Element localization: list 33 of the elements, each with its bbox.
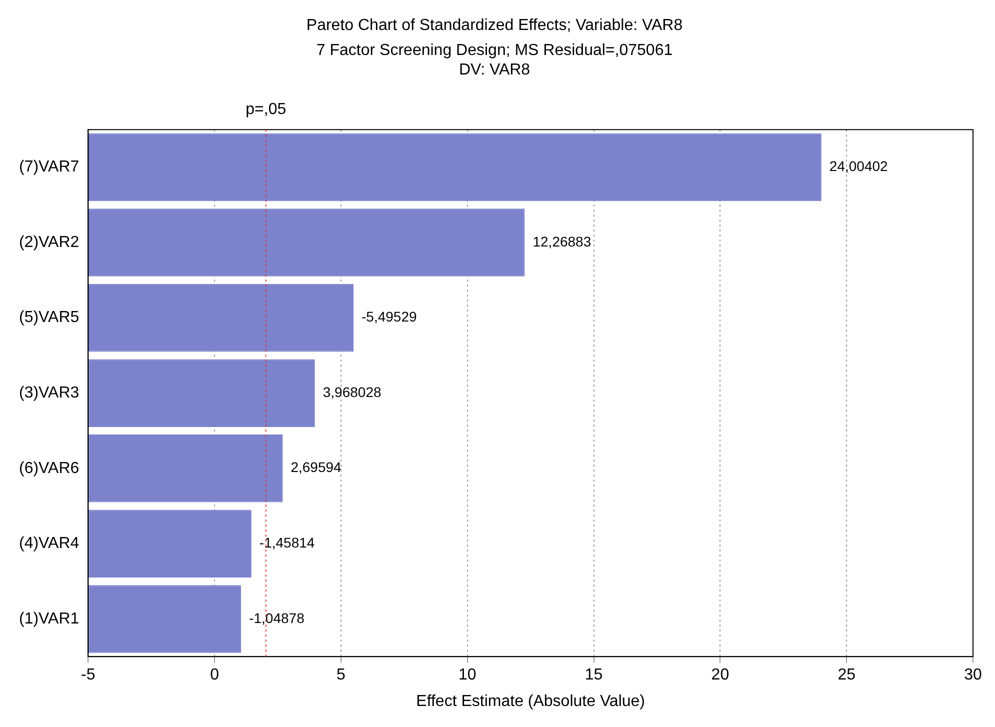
data-label: -1,04878 xyxy=(249,610,305,626)
data-label: 2,69594 xyxy=(290,459,342,476)
y-tick-label: (4)VAR4 xyxy=(18,535,80,552)
y-tick-label: (7)VAR7 xyxy=(18,158,80,176)
ref-line-label: p=,05 xyxy=(246,101,286,118)
data-label: 12,26883 xyxy=(532,233,592,250)
x-tick-label: 15 xyxy=(584,666,603,684)
x-tick-label: 5 xyxy=(336,666,346,684)
chart-subtitle: 7 Factor Screening Design; MS Residual=,075061 DV: VAR8 xyxy=(316,42,673,78)
x-tick-label: 10 xyxy=(458,666,476,684)
bar xyxy=(88,208,525,276)
bar xyxy=(88,585,242,653)
x-tick-label: 20 xyxy=(711,666,730,684)
y-tick-label: (2)VAR2 xyxy=(18,234,80,251)
y-tick-label: (5)VAR5 xyxy=(18,309,80,326)
chart-title: Pareto Chart of Standardized Effects; Variable: VAR8 xyxy=(306,17,683,34)
data-label: 3,968028 xyxy=(322,384,382,400)
bar xyxy=(88,133,822,202)
x-tick-label: -5 xyxy=(81,666,96,684)
bar xyxy=(88,510,252,578)
y-tick-label: (6)VAR6 xyxy=(18,460,80,477)
bar xyxy=(88,359,315,427)
data-label: -5,49529 xyxy=(361,308,417,325)
data-label: -1,45814 xyxy=(259,534,315,551)
x-tick-label: 0 xyxy=(210,666,220,684)
bar xyxy=(88,284,354,352)
x-tick-label: 30 xyxy=(964,666,982,684)
y-tick-label: (1)VAR1 xyxy=(18,610,80,628)
bar xyxy=(88,434,283,502)
y-tick-label: (3)VAR3 xyxy=(18,384,80,402)
x-tick-label: 25 xyxy=(838,666,856,684)
x-axis-title: Effect Estimate (Absolute Value) xyxy=(416,692,646,710)
data-label: 24,00402 xyxy=(829,158,888,174)
